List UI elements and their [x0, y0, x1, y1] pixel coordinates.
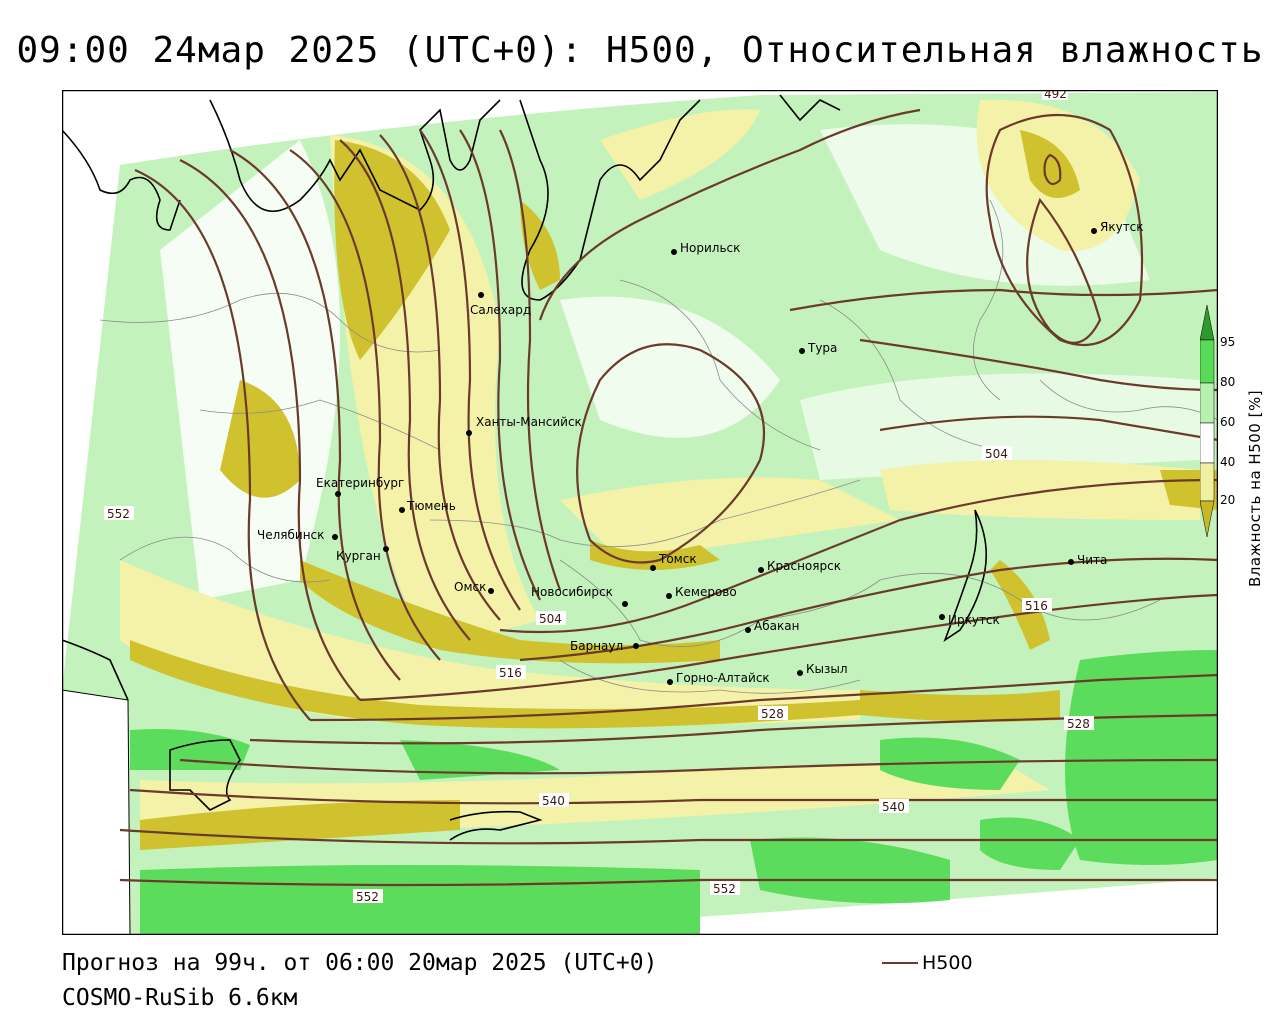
- city-markers: Салехард Норильск Тура Якутск Ханты-Манс…: [257, 220, 1144, 685]
- city-gorno-altaysk: Горно-Алтайск: [667, 671, 770, 685]
- city-tura: Тура: [799, 341, 837, 355]
- svg-text:Красноярск: Красноярск: [767, 559, 841, 573]
- svg-text:Новосибирск: Новосибирск: [531, 585, 613, 599]
- contour-label: 552: [710, 881, 740, 896]
- colorbar-tick: 80: [1220, 375, 1236, 389]
- svg-text:516: 516: [1025, 599, 1048, 613]
- city-kyzyl: Кызыл: [797, 662, 848, 676]
- colorbar-tick: 20: [1220, 493, 1236, 507]
- model-name: COSMO-RuSib 6.6км: [62, 985, 298, 1011]
- svg-text:Томск: Томск: [658, 552, 697, 566]
- svg-text:504: 504: [985, 447, 1008, 461]
- city-ekaterinburg: Екатеринбург: [316, 476, 404, 497]
- svg-text:Челябинск: Челябинск: [257, 528, 324, 542]
- svg-text:Тюмень: Тюмень: [406, 499, 456, 513]
- svg-text:528: 528: [1067, 717, 1090, 731]
- city-yakutsk: Якутск: [1091, 220, 1144, 234]
- colorbar-tick: 95: [1220, 335, 1236, 349]
- city-khanty-mansiysk: Ханты-Мансийск: [466, 415, 582, 436]
- city-chita: Чита: [1068, 553, 1107, 567]
- svg-text:Курган: Курган: [336, 549, 381, 563]
- city-irkutsk: Иркутск: [939, 613, 1000, 627]
- svg-text:Ханты-Мансийск: Ханты-Мансийск: [476, 415, 582, 429]
- contour-label: 516: [496, 665, 526, 680]
- svg-text:552: 552: [107, 507, 130, 521]
- map-title: 09:00 24мар 2025 (UTC+0): H500, Относите…: [16, 30, 1264, 71]
- contour-label: 528: [758, 706, 788, 721]
- city-novosibirsk: Новосибирск: [531, 585, 628, 607]
- city-krasnoyarsk: Красноярск: [758, 559, 841, 573]
- svg-text:552: 552: [713, 882, 736, 896]
- h500-legend-label: H500: [922, 952, 973, 974]
- city-tomsk: Томск: [650, 552, 697, 571]
- svg-text:516: 516: [499, 666, 522, 680]
- svg-text:Салехард: Салехард: [470, 303, 531, 317]
- svg-text:Кызыл: Кызыл: [806, 662, 848, 676]
- h500-legend-line: [882, 962, 918, 964]
- svg-text:Абакан: Абакан: [754, 619, 799, 633]
- contour-label: 552: [353, 889, 383, 904]
- city-kurgan: Курган: [336, 546, 389, 563]
- svg-text:Екатеринбург: Екатеринбург: [316, 476, 404, 490]
- contour-label: 540: [539, 793, 569, 808]
- svg-text:504: 504: [539, 612, 562, 626]
- svg-text:Тура: Тура: [807, 341, 837, 355]
- contour-label: 504: [536, 611, 566, 626]
- svg-text:Горно-Алтайск: Горно-Алтайск: [676, 671, 770, 685]
- svg-text:Кемерово: Кемерово: [675, 585, 737, 599]
- svg-text:492: 492: [1044, 90, 1067, 101]
- svg-text:540: 540: [882, 800, 905, 814]
- svg-text:Норильск: Норильск: [680, 241, 740, 255]
- humidity-colorbar: 95 80 60 40 20: [1199, 304, 1270, 595]
- colorbar-tick: 40: [1220, 455, 1236, 469]
- colorbar-tick: 60: [1220, 415, 1236, 429]
- contour-label: 552: [104, 506, 134, 521]
- city-salekhard: Салехард: [470, 292, 531, 317]
- contour-label: 504: [982, 446, 1012, 461]
- contour-label: 492: [1042, 90, 1068, 101]
- city-omsk: Омск: [454, 580, 494, 594]
- h500-legend: H500: [882, 952, 973, 974]
- city-kemerovo: Кемерово: [666, 585, 737, 599]
- contour-label: 540: [879, 799, 909, 814]
- svg-text:Барнаул: Барнаул: [570, 639, 623, 653]
- svg-text:528: 528: [761, 707, 784, 721]
- city-chelyabinsk: Челябинск: [257, 528, 338, 542]
- colorbar-label: Влажность на H500 [%]: [1246, 389, 1264, 587]
- weather-map: Салехард Норильск Тура Якутск Ханты-Манс…: [62, 90, 1218, 935]
- contour-label: 516: [1022, 598, 1052, 613]
- city-barnaul: Барнаул: [570, 639, 639, 653]
- city-abakan: Абакан: [745, 619, 799, 633]
- city-norilsk: Норильск: [671, 241, 740, 255]
- city-tyumen: Тюмень: [399, 499, 456, 513]
- svg-text:Якутск: Якутск: [1100, 220, 1144, 234]
- svg-text:552: 552: [356, 890, 379, 904]
- contour-label: 528: [1064, 716, 1094, 731]
- svg-text:Иркутск: Иркутск: [948, 613, 1000, 627]
- svg-text:Чита: Чита: [1077, 553, 1107, 567]
- svg-text:Омск: Омск: [454, 580, 486, 594]
- contour-labels: 492 504 504 516 516 528 528 540 540 552 …: [104, 90, 1094, 904]
- forecast-info: Прогноз на 99ч. от 06:00 20мар 2025 (UTC…: [62, 950, 658, 976]
- svg-text:540: 540: [542, 794, 565, 808]
